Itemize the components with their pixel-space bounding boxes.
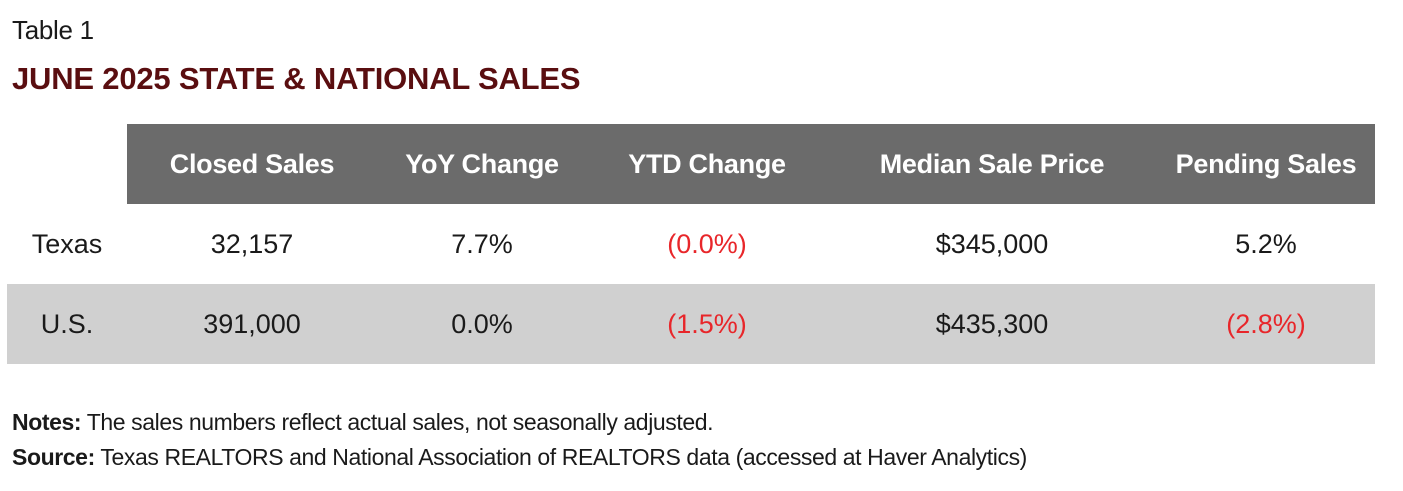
cell-ytd-change: (0.0%): [667, 228, 747, 259]
cell-median-sale-price: $345,000: [935, 228, 1049, 259]
table-label: Table 1: [12, 15, 94, 45]
cell-median-sale-price: $435,300: [935, 308, 1049, 339]
cell-pending-sales: 5.2%: [1235, 228, 1297, 259]
cell-ytd-change: (1.5%): [667, 308, 747, 339]
source-line: Source: Texas REALTORS and National Asso…: [12, 440, 1027, 475]
notes-line: Notes: The sales numbers reflect actual …: [12, 405, 1027, 440]
table-title: JUNE 2025 STATE & NATIONAL SALES: [12, 61, 581, 96]
cell-pending-sales: (2.8%): [1226, 308, 1306, 339]
sales-table: Closed Sales YoY Change YTD Change Media…: [7, 124, 1375, 364]
cell-closed-sales: 32,157: [210, 228, 294, 259]
cell-closed-sales: 391,000: [203, 308, 301, 339]
table-row: Texas 32,157 7.7% (0.0%) $345,000 5.2%: [7, 204, 1375, 284]
column-header-pending-sales: Pending Sales: [1175, 148, 1357, 179]
source-text: Texas REALTORS and National Association …: [94, 444, 1027, 470]
notes-block: Notes: The sales numbers reflect actual …: [12, 405, 1027, 475]
row-label-region: U.S.: [40, 308, 94, 339]
column-header-closed-sales: Closed Sales: [169, 148, 335, 179]
row-label-region: Texas: [31, 228, 103, 259]
column-header-yoy-change: YoY Change: [405, 148, 559, 179]
notes-text: The sales numbers reflect actual sales, …: [81, 409, 714, 435]
source-label: Source:: [12, 444, 95, 470]
table-row: U.S. 391,000 0.0% (1.5%) $435,300 (2.8%): [7, 284, 1375, 364]
cell-yoy-change: 7.7%: [451, 228, 513, 259]
table-header-row: Closed Sales YoY Change YTD Change Media…: [127, 124, 1375, 204]
notes-label: Notes:: [12, 409, 82, 435]
column-header-ytd-change: YTD Change: [628, 148, 786, 179]
column-header-median-sale-price: Median Sale Price: [879, 148, 1105, 179]
cell-yoy-change: 0.0%: [451, 308, 513, 339]
